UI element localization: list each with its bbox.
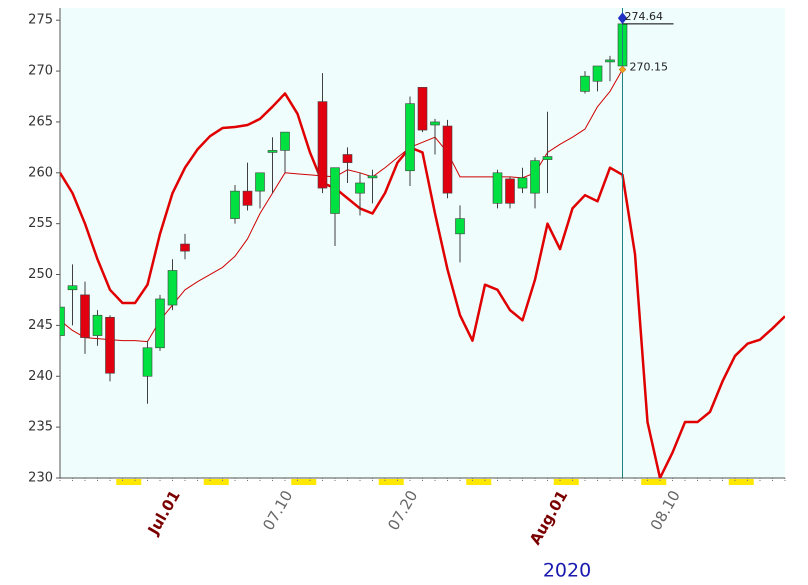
y-tick-label: 235 bbox=[28, 420, 53, 435]
candle-body bbox=[605, 59, 615, 63]
line-end-label: 270.15 bbox=[630, 61, 669, 74]
y-tick-label: 260 bbox=[28, 165, 53, 180]
y-tick-label: 230 bbox=[28, 471, 53, 486]
candle-body bbox=[67, 285, 78, 291]
close-label: 274.64 bbox=[625, 10, 664, 23]
y-tick-label: 245 bbox=[28, 318, 53, 333]
candle-body bbox=[330, 167, 340, 214]
candle-body bbox=[342, 154, 353, 163]
x-tick-label: Aug.01 bbox=[526, 487, 571, 548]
plot-area bbox=[60, 18, 785, 478]
weekend-marker bbox=[291, 479, 317, 485]
candle-body bbox=[355, 182, 365, 194]
candle-body bbox=[92, 314, 103, 336]
candle-body bbox=[417, 87, 428, 131]
candle-body bbox=[442, 125, 453, 194]
weekend-marker bbox=[466, 479, 492, 485]
candle-body bbox=[155, 298, 165, 349]
candle-body bbox=[80, 294, 90, 338]
line-series bbox=[60, 92, 785, 478]
candle-body bbox=[317, 101, 328, 189]
candle-body bbox=[142, 347, 153, 377]
plot-background bbox=[60, 8, 785, 478]
weekend-marker bbox=[203, 479, 229, 485]
x-tick-label: Jul.01 bbox=[144, 487, 184, 538]
candle-body bbox=[592, 65, 603, 82]
x-tick-label: 08.10 bbox=[647, 487, 684, 533]
high-marker bbox=[617, 12, 628, 24]
y-tick-label: 240 bbox=[28, 369, 53, 384]
candle-body bbox=[167, 270, 178, 306]
line-end-marker bbox=[618, 65, 627, 74]
candle-body bbox=[455, 218, 465, 235]
candle-body bbox=[505, 178, 515, 204]
candle-body bbox=[492, 172, 503, 204]
y-tick-label: 265 bbox=[28, 114, 53, 129]
weekend-marker bbox=[378, 479, 404, 485]
candle-body bbox=[105, 316, 115, 374]
y-tick-label: 250 bbox=[28, 267, 53, 282]
y-tick-label: 270 bbox=[28, 64, 53, 79]
candle-body bbox=[280, 131, 290, 151]
weekend-marker bbox=[553, 479, 579, 485]
weekend-marker bbox=[728, 479, 754, 485]
candle-body bbox=[367, 175, 378, 179]
candle-body bbox=[530, 160, 540, 194]
year-label: 2020 bbox=[543, 560, 591, 582]
candle-body bbox=[517, 177, 528, 189]
candle-body bbox=[242, 190, 253, 206]
line-series bbox=[60, 69, 623, 343]
y-tick-label: 255 bbox=[28, 216, 53, 231]
candle-body bbox=[255, 172, 265, 192]
candle-body bbox=[405, 103, 415, 172]
candle-body bbox=[180, 243, 190, 252]
weekend-markers bbox=[116, 479, 754, 485]
x-tick-label: 07.20 bbox=[384, 487, 421, 533]
candle-body bbox=[430, 121, 440, 126]
weekend-marker bbox=[116, 479, 142, 485]
candle-body bbox=[230, 190, 240, 219]
candle-body bbox=[580, 75, 590, 92]
y-tick-label: 275 bbox=[28, 13, 53, 28]
weekend-marker bbox=[641, 479, 667, 485]
x-tick-label: 07.10 bbox=[259, 487, 296, 533]
candle-body bbox=[60, 306, 65, 336]
candle-body bbox=[542, 156, 553, 160]
candle-body bbox=[267, 150, 278, 153]
